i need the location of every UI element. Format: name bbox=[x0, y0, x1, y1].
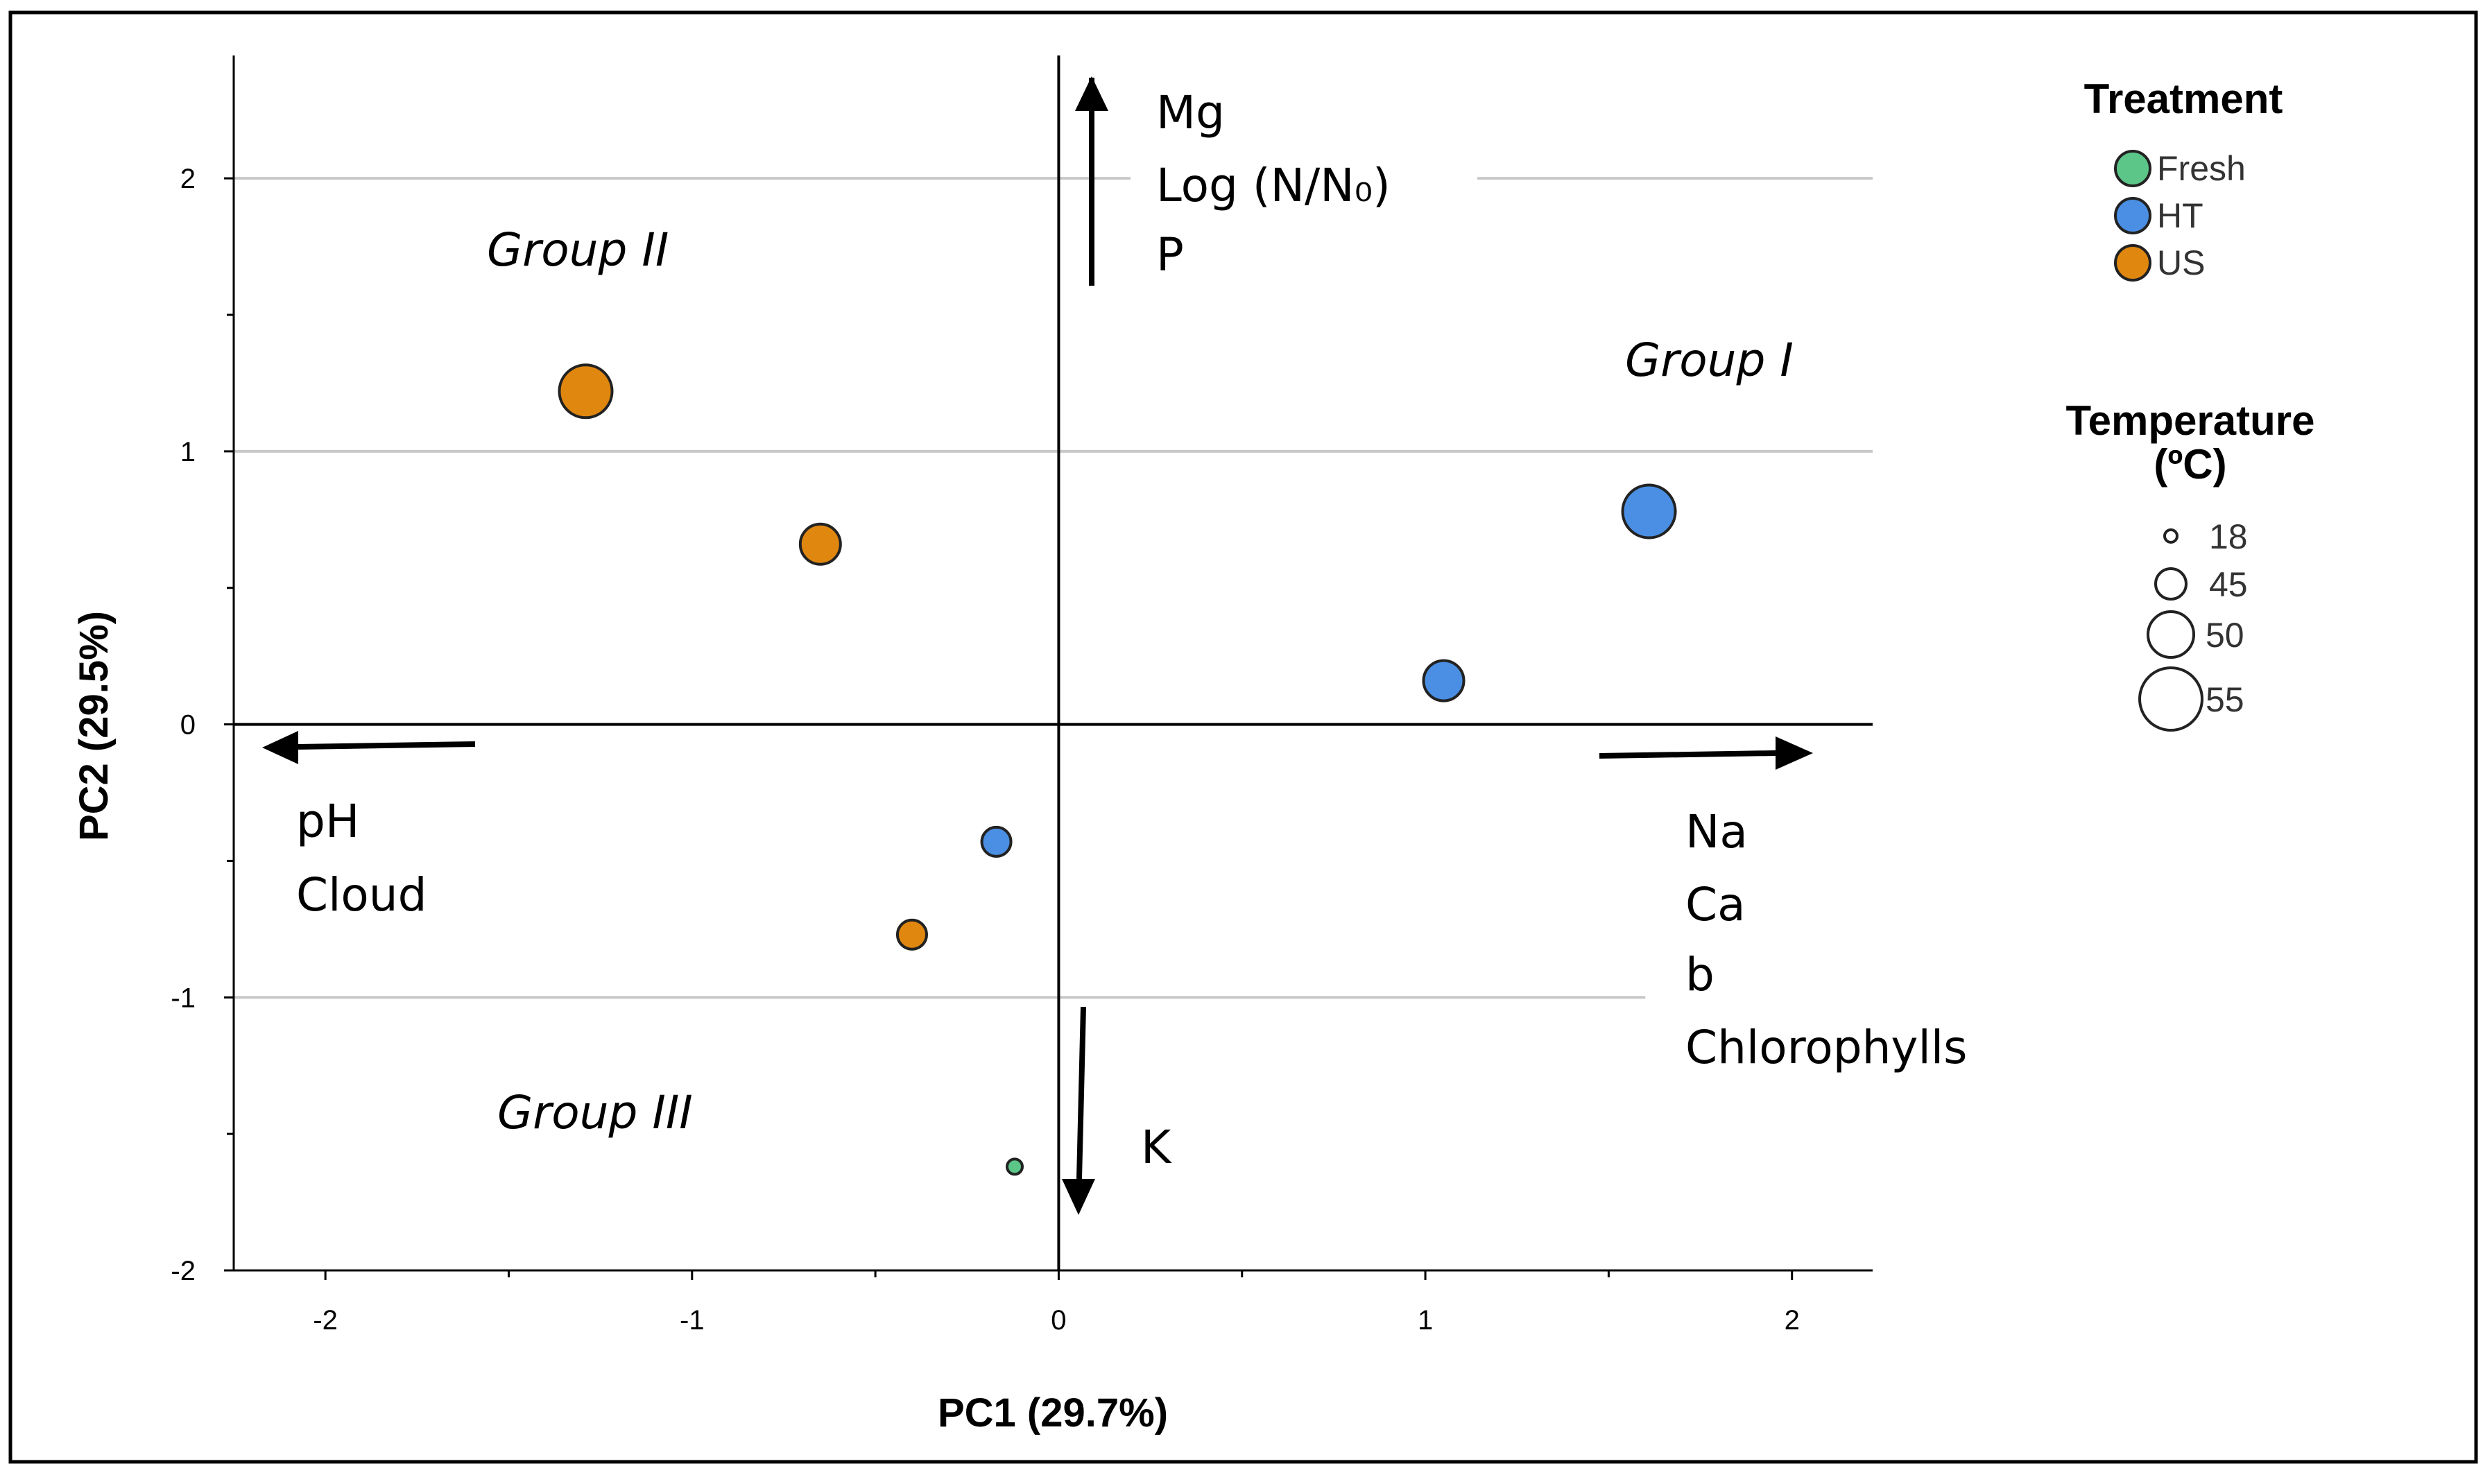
legend-treatment-items: Fresh HT US bbox=[2114, 149, 2246, 282]
legend-size-label-50: 50 bbox=[2206, 616, 2244, 655]
y-tick-label: 0 bbox=[180, 710, 196, 741]
data-point-ht-55 bbox=[1621, 483, 1677, 540]
legend-swatch-fresh bbox=[2114, 150, 2151, 187]
data-point-us-50 bbox=[798, 522, 842, 566]
data-points bbox=[558, 363, 1677, 1176]
figure-frame bbox=[8, 10, 2478, 1464]
legend-size-label-55: 55 bbox=[2206, 680, 2244, 719]
group-label-iii: Group III bbox=[497, 1086, 693, 1139]
x-tick-label: 2 bbox=[1785, 1305, 1800, 1336]
legend-size-55 bbox=[2138, 666, 2203, 732]
legend-temperature-title-line1: Temperature bbox=[2065, 397, 2314, 444]
arrow-down-head bbox=[1062, 1179, 1095, 1215]
legend-size-label-45: 45 bbox=[2209, 565, 2248, 604]
data-point-fresh-18 bbox=[1005, 1157, 1024, 1176]
arrow-left-head bbox=[262, 731, 298, 764]
label-mg: Mg bbox=[1156, 86, 1225, 139]
legend-treatment-title: Treatment bbox=[2084, 76, 2283, 122]
y-axis-title: PC2 (29.5%) bbox=[71, 611, 117, 841]
y-tick-label: -1 bbox=[171, 983, 196, 1013]
label-p: P bbox=[1156, 228, 1184, 282]
label-log-n: Log (N/N₀) bbox=[1156, 159, 1391, 212]
y-tick-label: 2 bbox=[180, 164, 196, 194]
label-chlorophylls: Chlorophylls bbox=[1685, 1021, 1968, 1074]
legend-swatch-us bbox=[2114, 244, 2151, 282]
data-point-ht-50 bbox=[1422, 659, 1466, 702]
annotation-backdrop bbox=[1131, 153, 1477, 194]
y-tick-label: 1 bbox=[180, 437, 196, 467]
legend-temperature-items: 18 45 50 55 bbox=[2138, 517, 2248, 732]
x-tick-label: 0 bbox=[1051, 1305, 1066, 1336]
loading-labels: Mg Log (N/N₀) P K pH Cloud Na Ca b Chlor… bbox=[296, 86, 1968, 1174]
gridlines bbox=[234, 177, 1873, 999]
group-label-ii: Group II bbox=[487, 223, 669, 277]
group-label-i: Group I bbox=[1625, 334, 1794, 387]
label-na: Na bbox=[1685, 805, 1748, 859]
arrow-left bbox=[298, 741, 476, 750]
group-labels: Group I Group II Group III bbox=[487, 223, 1794, 1139]
arrow-down bbox=[1076, 1006, 1086, 1180]
x-tick-label: -1 bbox=[680, 1305, 705, 1336]
label-cloud: Cloud bbox=[296, 868, 427, 922]
label-ca: Ca bbox=[1685, 878, 1746, 931]
legend: Treatment Fresh HT US Temperature (ºC) 18 4… bbox=[2065, 76, 2315, 732]
legend-temperature-title-line2: (ºC) bbox=[2154, 441, 2226, 488]
loading-arrows bbox=[262, 76, 1813, 1215]
legend-size-18 bbox=[2163, 528, 2179, 544]
legend-size-45 bbox=[2154, 567, 2188, 601]
data-point-us-45 bbox=[895, 918, 928, 951]
y-tick-label: -2 bbox=[171, 1256, 196, 1286]
x-tick-label: -2 bbox=[313, 1305, 338, 1336]
legend-label-us: US bbox=[2157, 243, 2205, 282]
arrow-up-head bbox=[1075, 76, 1108, 111]
x-axis-title: PC1 (29.7%) bbox=[938, 1390, 1168, 1435]
arrow-right bbox=[1599, 750, 1776, 759]
label-ph: pH bbox=[296, 795, 360, 848]
axis-ticks: -2 -1 0 1 2 -2 -1 0 1 2 bbox=[171, 164, 1799, 1336]
label-b: b bbox=[1685, 948, 1715, 1001]
legend-label-fresh: Fresh bbox=[2157, 149, 2246, 188]
data-point-ht-45 bbox=[980, 825, 1013, 858]
x-tick-label: 1 bbox=[1418, 1305, 1433, 1336]
legend-size-50 bbox=[2147, 610, 2195, 659]
legend-swatch-ht bbox=[2114, 197, 2151, 234]
legend-label-ht: HT bbox=[2157, 196, 2203, 235]
data-point-us-55 bbox=[558, 363, 614, 420]
label-k: K bbox=[1141, 1121, 1172, 1174]
arrow-right-head bbox=[1776, 736, 1813, 770]
legend-size-label-18: 18 bbox=[2209, 517, 2248, 556]
